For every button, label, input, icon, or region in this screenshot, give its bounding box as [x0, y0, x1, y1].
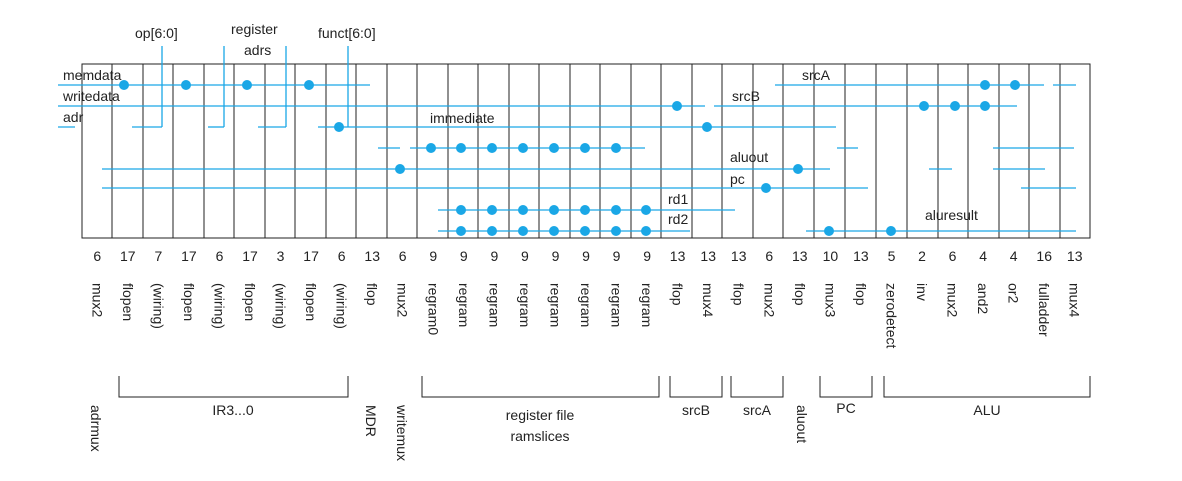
column-cell-name: (wiring) — [273, 283, 289, 329]
column-cell-name: flop — [364, 283, 380, 306]
column-cell-name: regram — [609, 283, 625, 327]
column-cell-name: zerodetect — [884, 283, 900, 348]
signal-label-adr: adr — [63, 109, 84, 125]
column-cell-name: regram — [639, 283, 655, 327]
datapath-slice-box — [81, 63, 1091, 239]
column-cell-name: mux2 — [395, 283, 411, 317]
column-cell-name: regram — [578, 283, 594, 327]
column-bit-count: 17 — [181, 248, 197, 264]
column-bit-count: 6 — [949, 248, 957, 264]
column-cell-name: mux3 — [822, 283, 838, 317]
column-bit-count: 9 — [460, 248, 468, 264]
signal-label-memdata: memdata — [63, 67, 122, 83]
column-cell-name: mux4 — [700, 283, 716, 317]
group-label-aluout: aluout — [794, 405, 810, 443]
column-cell-name: (wiring) — [150, 283, 166, 329]
column-labels: 6 mux2 17 flopen 7 (wiring) 17 flopen 6 (wiring) 1… — [89, 248, 1082, 348]
column-cell-name: mux2 — [89, 283, 105, 317]
column-bit-count: 16 — [1036, 248, 1052, 264]
column-cell-name: mux4 — [1067, 283, 1083, 317]
column-bit-count: 6 — [93, 248, 101, 264]
column-bit-count: 4 — [979, 248, 987, 264]
column-bit-count: 6 — [765, 248, 773, 264]
column-cell-name: flop — [670, 283, 686, 306]
column-bit-count: 13 — [792, 248, 808, 264]
column-cell-name: flop — [731, 283, 747, 306]
signal-label-rd2: rd2 — [668, 211, 688, 227]
column-bit-count: 7 — [155, 248, 163, 264]
group-label-srcA: srcA — [743, 402, 772, 418]
column-bit-count: 9 — [552, 248, 560, 264]
group-label-adrmux: adrmux — [88, 405, 104, 452]
column-cell-name: regram — [486, 283, 502, 327]
group-brackets — [118, 376, 1091, 398]
column-bit-count: 13 — [364, 248, 380, 264]
column-cell-name: flopen — [242, 283, 258, 321]
group-label-alu: ALU — [973, 402, 1000, 418]
signal-label-immediate: immediate — [430, 110, 495, 126]
top-label-op: op[6:0] — [135, 25, 178, 41]
column-cell-name: flopen — [303, 283, 319, 321]
wires — [58, 46, 1076, 232]
column-bit-count: 9 — [613, 248, 621, 264]
column-separators — [111, 64, 1061, 238]
column-bit-count: 9 — [521, 248, 529, 264]
column-bit-count: 9 — [491, 248, 499, 264]
column-bit-count: 6 — [338, 248, 346, 264]
column-cell-name: mux2 — [945, 283, 961, 317]
group-label-ir: IR3...0 — [212, 402, 253, 418]
column-bit-count: 13 — [731, 248, 747, 264]
column-bit-count: 6 — [216, 248, 224, 264]
column-bit-count: 4 — [1010, 248, 1018, 264]
group-label-pc: PC — [836, 400, 855, 416]
top-label-register: register — [231, 21, 278, 37]
column-bit-count: 13 — [1067, 248, 1083, 264]
signal-label-srcB: srcB — [732, 88, 760, 104]
column-bit-count: 17 — [303, 248, 319, 264]
signal-label-aluresult: aluresult — [925, 207, 978, 223]
connection-dots — [119, 80, 1020, 236]
column-cell-name: flopen — [120, 283, 136, 321]
column-bit-count: 9 — [643, 248, 651, 264]
column-cell-name: (wiring) — [212, 283, 228, 329]
column-bit-count: 17 — [242, 248, 258, 264]
column-bit-count: 5 — [888, 248, 896, 264]
signal-label-rd1: rd1 — [668, 191, 688, 207]
column-cell-name: flop — [853, 283, 869, 306]
column-cell-name: fulladder — [1036, 283, 1052, 337]
group-label-regfile-line2: ramslices — [510, 428, 569, 444]
column-bit-count: 2 — [918, 248, 926, 264]
column-bit-count: 10 — [823, 248, 839, 264]
column-bit-count: 13 — [670, 248, 686, 264]
column-cell-name: or2 — [1006, 283, 1022, 303]
column-cell-name: (wiring) — [334, 283, 350, 329]
signal-label-writedata: writedata — [62, 88, 120, 104]
signal-label-srcA: srcA — [802, 67, 831, 83]
column-bit-count: 6 — [399, 248, 407, 264]
signal-label-pc: pc — [730, 171, 745, 187]
top-label-funct: funct[6:0] — [318, 25, 376, 41]
column-cell-name: flop — [792, 283, 808, 306]
top-label-adrs: adrs — [244, 42, 271, 58]
column-bit-count: 9 — [582, 248, 590, 264]
group-label-srcB: srcB — [682, 402, 710, 418]
column-cell-name: regram — [517, 283, 533, 327]
column-bit-count: 13 — [700, 248, 716, 264]
column-cell-name: flopen — [181, 283, 197, 321]
column-cell-name: regram — [456, 283, 472, 327]
column-cell-name: and2 — [975, 283, 991, 314]
column-bit-count: 17 — [120, 248, 136, 264]
column-bit-count: 13 — [853, 248, 869, 264]
group-label-mdr: MDR — [363, 405, 379, 437]
group-label-regfile-line1: register file — [506, 407, 575, 423]
column-bit-count: 3 — [277, 248, 285, 264]
column-cell-name: regram — [548, 283, 564, 327]
column-cell-name: regram0 — [425, 283, 441, 335]
column-cell-name: mux2 — [761, 283, 777, 317]
column-cell-name: inv — [914, 283, 930, 301]
group-label-writemux: writemux — [394, 404, 410, 461]
signal-label-aluout: aluout — [730, 149, 768, 165]
column-bit-count: 9 — [429, 248, 437, 264]
